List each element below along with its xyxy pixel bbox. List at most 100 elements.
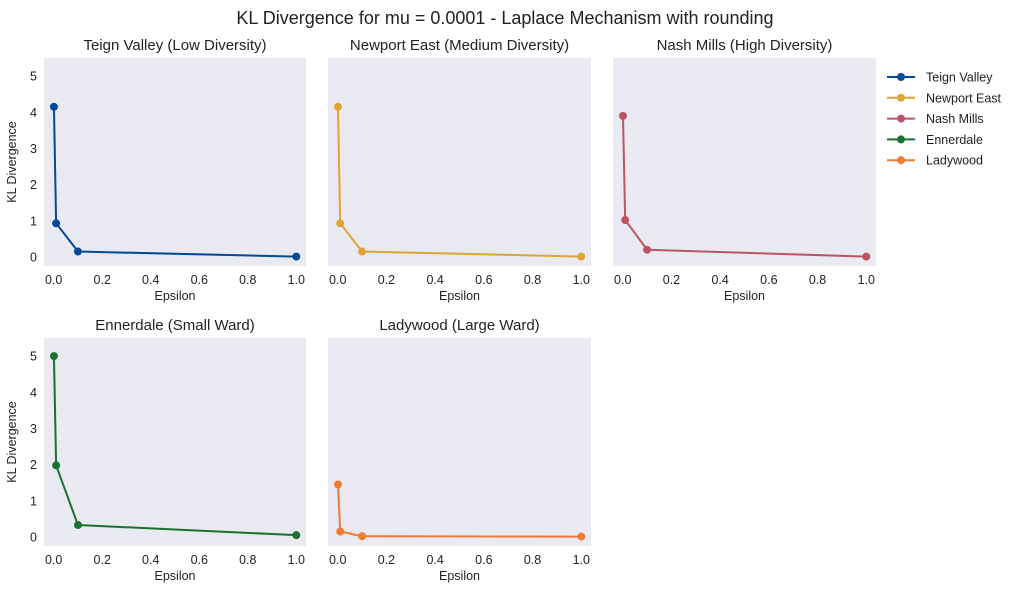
y-tick-label: 4 [30,106,37,120]
series-line-nash-mills [621,115,867,258]
x-axis-label: Epsilon [439,569,480,583]
y-axis-label: KL Divergence [5,401,19,483]
y-tick-label: 2 [30,178,37,192]
data-point [336,527,345,536]
x-tick-label: 0.2 [94,273,111,287]
plot-area [328,338,591,546]
plot-area [613,58,876,266]
legend-marker [897,135,905,144]
panel-title: Nash Mills (High Diversity) [657,37,833,54]
y-tick-label: 0 [30,250,37,264]
x-tick-label: 0.6 [475,273,492,287]
data-point [862,252,871,261]
legend-marker [897,93,905,102]
legend-entry-ladywood: Ladywood [887,154,983,168]
panel-title: Ladywood (Large Ward) [379,317,539,334]
data-point [358,532,367,541]
data-point [52,461,61,470]
panel-title: Newport East (Medium Diversity) [350,37,569,54]
series-line-ennerdale [52,356,297,537]
y-tick-label: 1 [30,214,37,228]
legend-label: Ladywood [926,154,983,168]
y-tick-label: 3 [30,422,37,436]
x-tick-label: 0.6 [191,553,208,567]
data-point [333,480,342,489]
x-tick-label: 1.0 [573,273,590,287]
x-tick-label: 0.8 [809,273,826,287]
x-tick-label: 0.0 [45,553,62,567]
legend: Teign Valley Newport East Nash Mills Ennerd… [887,71,1002,168]
panel-ladywood: Ladywood (Large Ward) 0.0 0.2 0.4 0.6 0.8 1.0 E… [328,317,591,583]
y-tick-label: 5 [30,350,37,364]
legend-marker [897,114,905,123]
y-axis-label: KL Divergence [5,121,19,203]
data-point [333,102,342,111]
x-tick-label: 0.0 [45,273,62,287]
x-tick-label: 0.6 [760,273,777,287]
plot-area [44,58,306,266]
series-line-teign-valley [52,106,297,258]
data-point [49,352,58,361]
x-tick-label: 0.8 [239,553,256,567]
panel-ennerdale: Ennerdale (Small Ward) 0.0 0.2 0.4 0.6 0.8 1.0… [5,317,306,583]
x-tick-label: 1.0 [288,553,305,567]
figure-title: KL Divergence for mu = 0.0001 - Laplace … [236,8,773,28]
plot-area [328,58,591,266]
y-tick-label: 1 [30,494,37,508]
legend-entry-teign-valley: Teign Valley [887,71,993,85]
y-tick-label: 0 [30,530,37,544]
x-axis-label: Epsilon [724,289,765,303]
data-point [73,247,82,256]
data-point [73,521,82,530]
series-line-newport-east [336,106,582,258]
x-tick-label: 0.0 [614,273,631,287]
legend-label: Teign Valley [926,71,993,85]
data-point [358,247,367,256]
x-tick-label: 0.6 [475,553,492,567]
x-tick-label: 0.0 [329,273,346,287]
x-tick-label: 1.0 [858,273,875,287]
panel-nash-mills: Nash Mills (High Diversity) 0.0 0.2 0.4 0.6 0… [613,37,876,303]
data-point [577,532,586,541]
x-tick-label: 0.0 [329,553,346,567]
x-tick-label: 0.8 [239,273,256,287]
panel-newport-east: Newport East (Medium Diversity) 0.0 0.2 0.4… [328,37,591,303]
legend-marker [897,73,905,81]
x-tick-label: 0.2 [378,553,395,567]
legend-entry-newport-east: Newport East [887,91,1002,105]
panel-teign-valley: Teign Valley (Low Diversity) 0.0 0.2 0.4 0.6… [5,37,306,303]
data-point [621,216,630,225]
x-tick-label: 0.8 [524,553,541,567]
x-tick-label: 1.0 [288,273,305,287]
legend-entry-ennerdale: Ennerdale [887,133,983,147]
data-point [292,252,301,261]
panel-title: Teign Valley (Low Diversity) [83,37,266,54]
legend-marker [897,156,905,165]
legend-label: Newport East [926,91,1002,105]
panels: Teign Valley (Low Diversity) 0.0 0.2 0.4 0.6… [5,37,876,583]
x-axis-label: Epsilon [439,289,480,303]
x-axis-label: Epsilon [155,289,196,303]
x-tick-label: 0.8 [524,273,541,287]
x-tick-label: 0.4 [142,553,159,567]
x-tick-label: 0.4 [426,273,443,287]
x-axis-label: Epsilon [155,569,196,583]
legend-entry-nash-mills: Nash Mills [887,112,984,126]
panel-title: Ennerdale (Small Ward) [95,317,255,334]
legend-label: Nash Mills [926,112,984,126]
x-tick-label: 0.4 [142,273,159,287]
data-point [336,219,345,228]
x-tick-label: 0.6 [191,273,208,287]
x-tick-label: 0.2 [378,273,395,287]
data-point [52,219,61,228]
data-point [643,245,652,254]
x-tick-label: 0.4 [711,273,728,287]
legend-label: Ennerdale [926,133,983,147]
series-line-ladywood [336,484,582,538]
x-tick-label: 1.0 [573,553,590,567]
y-tick-label: 5 [30,70,37,84]
y-tick-label: 3 [30,142,37,156]
plot-area [44,338,306,546]
x-tick-label: 0.2 [94,553,111,567]
data-point [618,111,627,120]
